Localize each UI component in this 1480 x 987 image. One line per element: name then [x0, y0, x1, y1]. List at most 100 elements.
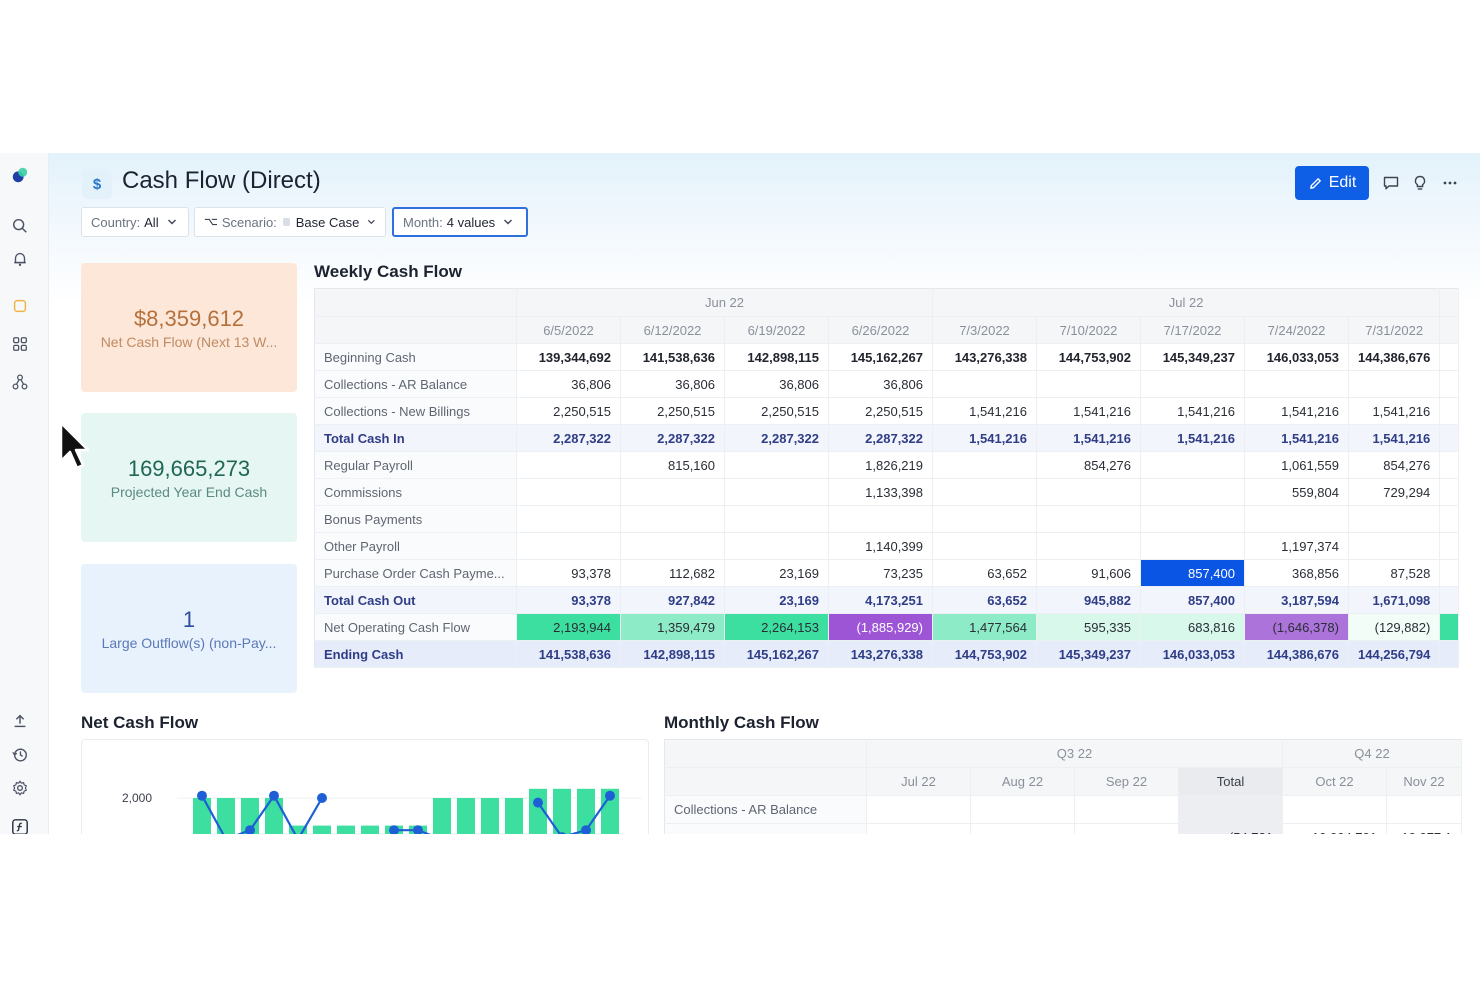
- table-cell[interactable]: 1,541,216: [932, 424, 1037, 452]
- chart-bar[interactable]: [337, 825, 355, 834]
- table-cell[interactable]: [932, 370, 1037, 398]
- table-cell[interactable]: [620, 505, 725, 533]
- table-cell[interactable]: [516, 451, 621, 479]
- more-icon[interactable]: [1440, 173, 1460, 193]
- column-header[interactable]: Aug 22: [970, 767, 1075, 796]
- table-cell[interactable]: 93,378: [516, 559, 621, 587]
- table-cell[interactable]: 2,250,515: [828, 397, 933, 425]
- date-header[interactable]: 7/10/2022: [1036, 316, 1141, 344]
- table-cell[interactable]: [1348, 505, 1441, 533]
- table-cell[interactable]: 93,378: [516, 586, 621, 614]
- table-cell[interactable]: 145,162,267: [828, 343, 933, 371]
- table-cell[interactable]: 141,538,636: [516, 640, 621, 668]
- app-logo-icon[interactable]: [10, 165, 30, 185]
- table-cell[interactable]: 141,538,636: [620, 343, 725, 371]
- table-cell[interactable]: 142,898,115: [620, 640, 725, 668]
- history-icon[interactable]: [10, 745, 30, 765]
- table-cell[interactable]: (54,721: [1178, 823, 1283, 834]
- row-label[interactable]: Total Cash Out: [314, 586, 517, 614]
- table-cell[interactable]: 4,173,251: [828, 586, 933, 614]
- table-cell[interactable]: 1,541,216: [1036, 424, 1141, 452]
- date-header[interactable]: 7/24/2022: [1244, 316, 1349, 344]
- chart-point[interactable]: [581, 825, 591, 834]
- table-cell[interactable]: 36,806: [724, 370, 829, 398]
- country-filter[interactable]: Country: All: [81, 207, 189, 237]
- table-cell[interactable]: 927,842: [620, 586, 725, 614]
- table-cell[interactable]: [1074, 823, 1179, 834]
- table-cell[interactable]: [516, 478, 621, 506]
- table-cell[interactable]: 945,882: [1036, 586, 1141, 614]
- table-cell[interactable]: 2,287,322: [620, 424, 725, 452]
- row-label[interactable]: Beginning Cash: [314, 343, 517, 371]
- table-cell[interactable]: [1036, 370, 1141, 398]
- table-cell[interactable]: 1,671,098: [1348, 586, 1441, 614]
- row-label[interactable]: Ending Cash: [314, 640, 517, 668]
- date-header[interactable]: 6/5/2022: [516, 316, 621, 344]
- table-cell[interactable]: 144,753,902: [932, 640, 1037, 668]
- date-header[interactable]: 6/19/2022: [724, 316, 829, 344]
- quarter-header[interactable]: Q4 22: [1282, 739, 1462, 768]
- table-cell[interactable]: 1,541,216: [1348, 424, 1441, 452]
- table-cell[interactable]: 10,004,701: [1282, 823, 1387, 834]
- date-header[interactable]: 7/31/2022: [1348, 316, 1441, 344]
- table-cell[interactable]: 145,349,237: [1036, 640, 1141, 668]
- chart-bar[interactable]: [601, 788, 619, 834]
- table-cell[interactable]: 143,276,338: [932, 343, 1037, 371]
- kpi-net-cash-flow[interactable]: $8,359,612 Net Cash Flow (Next 13 W...: [81, 263, 297, 392]
- chart-point[interactable]: [533, 797, 543, 808]
- chart-bar[interactable]: [433, 798, 451, 834]
- table-cell[interactable]: 112,682: [620, 559, 725, 587]
- table-cell[interactable]: 145,162,267: [724, 640, 829, 668]
- table-cell[interactable]: 1,140,399: [828, 532, 933, 560]
- table-cell[interactable]: (1,646,378): [1244, 613, 1349, 641]
- table-cell[interactable]: 10,077,1: [1386, 823, 1462, 834]
- grid-icon[interactable]: [10, 334, 30, 354]
- table-cell[interactable]: 2,250,515: [620, 397, 725, 425]
- row-label[interactable]: Bonus Payments: [314, 505, 517, 533]
- chart-bar[interactable]: [361, 825, 379, 834]
- table-cell[interactable]: 815,160: [620, 451, 725, 479]
- table-cell[interactable]: 23,169: [724, 586, 829, 614]
- table-cell[interactable]: 144,753,902: [1036, 343, 1141, 371]
- table-cell[interactable]: (129,882): [1348, 613, 1441, 641]
- table-cell[interactable]: 144,386,676: [1244, 640, 1349, 668]
- table-cell[interactable]: [1140, 451, 1245, 479]
- table-cell[interactable]: 1,477,564: [932, 613, 1037, 641]
- table-cell[interactable]: 2,193,944: [516, 613, 621, 641]
- date-header[interactable]: 7/3/2022: [932, 316, 1037, 344]
- table-cell[interactable]: 1,541,216: [1036, 397, 1141, 425]
- table-cell[interactable]: [516, 505, 621, 533]
- chart-bar[interactable]: [193, 798, 211, 834]
- hierarchy-icon[interactable]: [10, 372, 30, 392]
- table-cell[interactable]: 87,528: [1348, 559, 1441, 587]
- table-cell[interactable]: 854,276: [1348, 451, 1441, 479]
- table-cell[interactable]: 857,400: [1140, 586, 1245, 614]
- table-cell[interactable]: 144,256,794: [1348, 640, 1441, 668]
- row-label[interactable]: Commissions: [314, 478, 517, 506]
- bell-icon[interactable]: [10, 249, 30, 269]
- table-cell[interactable]: (1,885,929): [828, 613, 933, 641]
- chart-bar[interactable]: [481, 798, 499, 834]
- table-cell[interactable]: 144,386,676: [1348, 343, 1441, 371]
- chart-bar[interactable]: [313, 825, 331, 834]
- table-cell[interactable]: [1140, 370, 1245, 398]
- table-cell[interactable]: [516, 532, 621, 560]
- table-cell[interactable]: 1,541,216: [1140, 397, 1245, 425]
- table-cell[interactable]: [724, 451, 829, 479]
- formula-icon[interactable]: [10, 817, 30, 834]
- table-cell[interactable]: [970, 795, 1075, 824]
- table-cell[interactable]: 63,652: [932, 559, 1037, 587]
- chart-bar[interactable]: [457, 798, 475, 834]
- table-cell[interactable]: 143,276,338: [828, 640, 933, 668]
- table-cell[interactable]: 1,197,374: [1244, 532, 1349, 560]
- chart-bar[interactable]: [265, 798, 283, 834]
- column-header[interactable]: Oct 22: [1282, 767, 1387, 796]
- date-header[interactable]: 6/26/2022: [828, 316, 933, 344]
- comment-icon[interactable]: [1381, 173, 1401, 193]
- table-cell[interactable]: 145,349,237: [1140, 343, 1245, 371]
- row-label[interactable]: Collections - New Billings: [314, 397, 517, 425]
- table-cell[interactable]: [1036, 532, 1141, 560]
- table-cell[interactable]: 1,826,219: [828, 451, 933, 479]
- scenario-filter[interactable]: Scenario: Base Case: [194, 207, 386, 237]
- row-label[interactable]: Total Cash In: [314, 424, 517, 452]
